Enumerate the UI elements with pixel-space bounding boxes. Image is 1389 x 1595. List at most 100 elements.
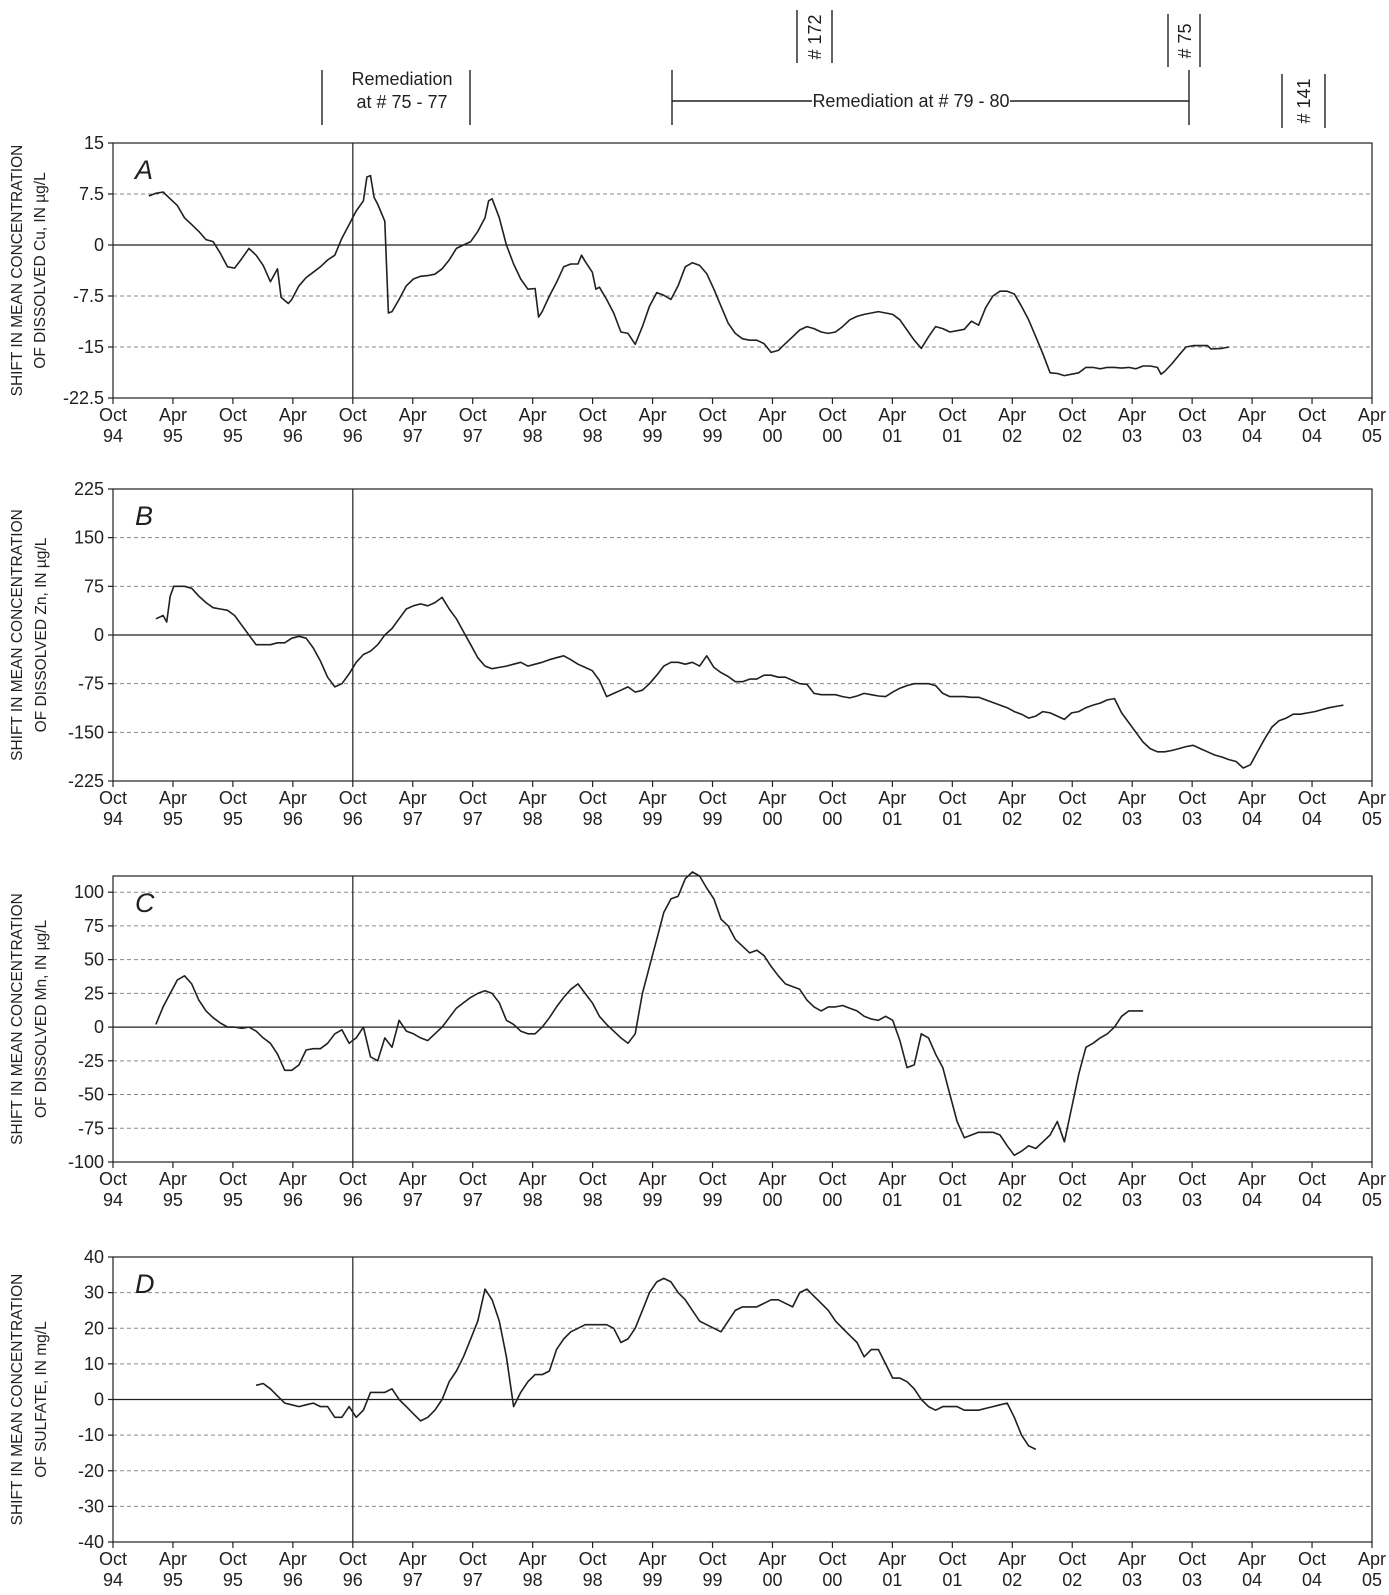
y-tick-label: 0 [94, 625, 104, 645]
x-tick-year: 05 [1362, 809, 1382, 829]
x-tick-month: Apr [758, 788, 786, 808]
x-tick-month: Apr [758, 1549, 786, 1569]
y-tick-label: 0 [94, 1017, 104, 1037]
y-tick-label: -40 [78, 1532, 104, 1552]
x-tick-year: 04 [1302, 1570, 1322, 1590]
x-tick-year: 03 [1182, 426, 1202, 446]
x-tick-month: Apr [519, 1169, 547, 1189]
x-tick-month: Oct [219, 788, 247, 808]
y-axis-label-line1: SHIFT IN MEAN CONCENTRATION [9, 509, 26, 761]
x-tick-month: Apr [998, 1549, 1026, 1569]
x-tick-year: 94 [103, 426, 123, 446]
x-tick-year: 99 [643, 809, 663, 829]
x-tick-month: Apr [1118, 1549, 1146, 1569]
y-tick-label: 150 [74, 528, 104, 548]
x-tick-month: Apr [1238, 788, 1266, 808]
x-tick-month: Apr [399, 788, 427, 808]
x-tick-year: 95 [223, 1190, 243, 1210]
x-tick-year: 95 [163, 809, 183, 829]
x-tick-year: 00 [762, 426, 782, 446]
x-tick-year: 05 [1362, 1570, 1382, 1590]
x-tick-month: Oct [219, 405, 247, 425]
y-tick-label: -150 [68, 722, 104, 742]
x-tick-month: Apr [1238, 1169, 1266, 1189]
x-tick-month: Oct [699, 788, 727, 808]
x-tick-year: 01 [882, 1190, 902, 1210]
x-tick-year: 01 [942, 1570, 962, 1590]
x-tick-year: 98 [583, 1570, 603, 1590]
y-tick-label: 50 [84, 950, 104, 970]
x-tick-year: 99 [703, 1190, 723, 1210]
x-tick-month: Oct [459, 788, 487, 808]
x-tick-month: Oct [1178, 1549, 1206, 1569]
x-tick-year: 04 [1242, 426, 1262, 446]
x-tick-year: 02 [1002, 426, 1022, 446]
x-tick-year: 05 [1362, 1190, 1382, 1210]
y-tick-label: -75 [78, 674, 104, 694]
x-tick-month: Oct [699, 1169, 727, 1189]
x-tick-month: Apr [639, 1549, 667, 1569]
y-tick-label: 7.5 [79, 184, 104, 204]
x-tick-year: 99 [643, 426, 663, 446]
x-tick-year: 96 [343, 809, 363, 829]
y-tick-label: -225 [68, 771, 104, 791]
x-tick-month: Oct [1178, 1169, 1206, 1189]
x-tick-year: 02 [1062, 1570, 1082, 1590]
x-tick-year: 01 [882, 1570, 902, 1590]
y-axis-label-line1: SHIFT IN MEAN CONCENTRATION [9, 1274, 26, 1526]
y-tick-label: 40 [84, 1247, 104, 1267]
panel-a: 157.50-7.5-15-22.5Oct94Apr95Oct95Apr96Oc… [9, 133, 1386, 446]
x-tick-year: 95 [223, 1570, 243, 1590]
x-tick-month: Oct [818, 1549, 846, 1569]
x-tick-year: 00 [762, 1570, 782, 1590]
remediation-1-label-line1: Remediation [351, 69, 452, 89]
x-tick-month: Oct [1178, 405, 1206, 425]
x-tick-month: Apr [639, 1169, 667, 1189]
x-tick-month: Oct [1298, 788, 1326, 808]
x-tick-year: 96 [343, 1570, 363, 1590]
y-axis-label-line2: OF DISSOLVED Cu, IN µg/L [32, 172, 49, 369]
x-tick-year: 95 [223, 426, 243, 446]
x-tick-year: 98 [523, 426, 543, 446]
x-tick-month: Oct [938, 1549, 966, 1569]
panel-d: 403020100-10-20-30-40Oct94Apr95Oct95Apr9… [9, 1247, 1386, 1590]
x-tick-year: 00 [762, 809, 782, 829]
y-tick-label: -100 [68, 1152, 104, 1172]
x-tick-month: Oct [1058, 1549, 1086, 1569]
x-tick-year: 00 [822, 1570, 842, 1590]
x-tick-month: Apr [1358, 788, 1386, 808]
x-tick-year: 02 [1062, 809, 1082, 829]
x-tick-month: Oct [938, 405, 966, 425]
panel-b: 225150750-75-150-225Oct94Apr95Oct95Apr96… [9, 479, 1386, 829]
x-tick-month: Oct [938, 788, 966, 808]
x-tick-month: Apr [1358, 1169, 1386, 1189]
x-tick-month: Oct [818, 1169, 846, 1189]
y-tick-label: -25 [78, 1051, 104, 1071]
y-tick-label: 15 [84, 133, 104, 153]
x-tick-year: 95 [163, 1570, 183, 1590]
x-tick-year: 03 [1182, 809, 1202, 829]
x-tick-month: Oct [579, 405, 607, 425]
x-tick-year: 95 [163, 426, 183, 446]
x-tick-month: Oct [339, 1549, 367, 1569]
x-tick-month: Oct [1058, 1169, 1086, 1189]
x-tick-month: Oct [1178, 788, 1206, 808]
x-tick-month: Apr [758, 1169, 786, 1189]
x-tick-year: 03 [1182, 1190, 1202, 1210]
y-tick-label: 20 [84, 1318, 104, 1338]
x-tick-year: 01 [942, 426, 962, 446]
x-tick-year: 01 [882, 426, 902, 446]
panels: 157.50-7.5-15-22.5Oct94Apr95Oct95Apr96Oc… [9, 133, 1386, 1590]
x-tick-month: Apr [878, 1549, 906, 1569]
y-axis-label-line1: SHIFT IN MEAN CONCENTRATION [9, 145, 26, 397]
x-tick-month: Oct [1058, 788, 1086, 808]
x-tick-month: Apr [758, 405, 786, 425]
x-tick-year: 00 [822, 809, 842, 829]
y-tick-label: -7.5 [73, 286, 104, 306]
x-tick-year: 03 [1122, 809, 1142, 829]
x-tick-year: 97 [403, 1190, 423, 1210]
x-tick-year: 04 [1242, 1570, 1262, 1590]
x-tick-year: 01 [942, 809, 962, 829]
x-tick-month: Oct [99, 1169, 127, 1189]
x-tick-month: Apr [1118, 788, 1146, 808]
